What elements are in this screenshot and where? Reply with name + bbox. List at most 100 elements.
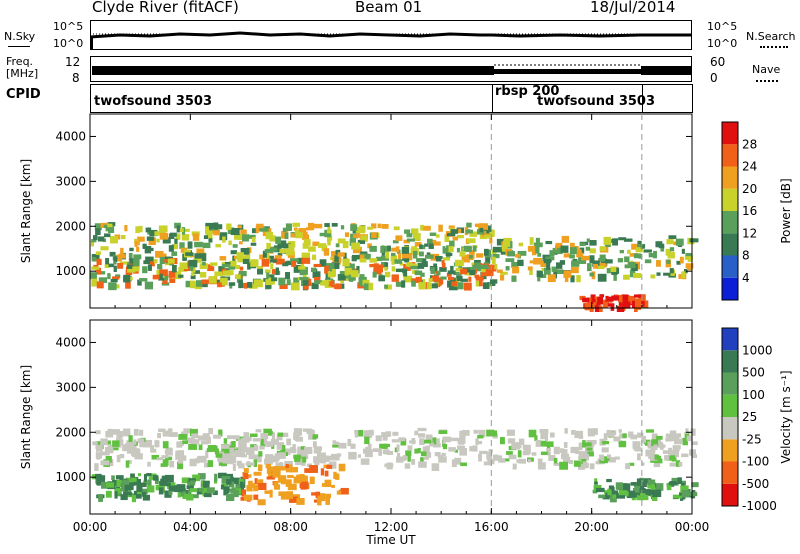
data-cell bbox=[195, 439, 200, 445]
data-cell bbox=[324, 265, 329, 274]
data-cell bbox=[463, 245, 472, 252]
data-cell bbox=[262, 250, 267, 258]
data-cell bbox=[215, 453, 223, 458]
data-cell bbox=[571, 429, 576, 435]
data-cell bbox=[128, 435, 133, 442]
data-cell bbox=[564, 428, 568, 434]
data-cell bbox=[107, 223, 113, 228]
data-cell bbox=[585, 246, 591, 251]
data-cell bbox=[631, 300, 635, 309]
data-cell bbox=[195, 458, 200, 464]
data-cell bbox=[337, 252, 345, 257]
nsky-strip bbox=[90, 20, 692, 50]
data-cell bbox=[133, 428, 139, 436]
data-cell bbox=[599, 306, 603, 312]
data-cell bbox=[312, 434, 319, 439]
data-cell bbox=[257, 482, 267, 491]
data-cell bbox=[363, 283, 369, 291]
data-cell bbox=[637, 240, 642, 244]
data-cell bbox=[523, 446, 531, 455]
data-cell bbox=[105, 430, 114, 438]
data-cell bbox=[647, 479, 656, 486]
data-cell bbox=[201, 486, 210, 494]
data-cell bbox=[248, 454, 257, 460]
data-cell bbox=[678, 462, 683, 467]
freq-band-3 bbox=[494, 69, 641, 74]
data-cell bbox=[527, 266, 533, 271]
data-cell bbox=[441, 262, 446, 268]
data-cell bbox=[213, 229, 221, 236]
data-cell bbox=[461, 254, 470, 263]
data-cell bbox=[286, 279, 291, 286]
data-cell bbox=[403, 263, 411, 271]
data-cell bbox=[241, 489, 247, 497]
data-cell bbox=[391, 247, 398, 252]
data-cell bbox=[611, 271, 618, 275]
colorbar-swatch bbox=[722, 233, 738, 256]
data-cell bbox=[392, 431, 399, 436]
data-cell bbox=[126, 440, 130, 446]
data-cell bbox=[276, 434, 283, 441]
data-cell bbox=[174, 238, 178, 246]
data-cell bbox=[113, 265, 117, 272]
data-cell bbox=[384, 271, 391, 278]
data-cell bbox=[403, 239, 410, 244]
colorbar-tick-label: -100 bbox=[742, 455, 769, 469]
data-cell bbox=[107, 273, 111, 280]
data-cell bbox=[618, 440, 627, 448]
data-cell bbox=[680, 485, 689, 493]
data-cell bbox=[226, 493, 235, 502]
data-cell bbox=[430, 267, 435, 274]
data-cell bbox=[518, 458, 526, 464]
data-cell bbox=[220, 484, 225, 490]
data-cell bbox=[93, 235, 98, 241]
data-cell bbox=[208, 236, 213, 243]
data-cell bbox=[238, 280, 243, 289]
data-cell bbox=[240, 229, 247, 235]
data-cell bbox=[540, 434, 548, 440]
data-cell bbox=[331, 268, 336, 277]
data-cell bbox=[91, 238, 97, 243]
data-cell bbox=[275, 236, 281, 244]
data-cell bbox=[206, 264, 213, 268]
data-cell bbox=[599, 294, 605, 298]
data-cell bbox=[206, 230, 213, 239]
data-cell bbox=[577, 462, 586, 470]
data-cell bbox=[414, 241, 422, 247]
data-cell bbox=[431, 283, 438, 289]
data-cell bbox=[472, 245, 477, 252]
data-cell bbox=[189, 280, 196, 289]
data-cell bbox=[684, 432, 690, 440]
data-cell bbox=[598, 494, 606, 499]
data-cell bbox=[139, 278, 148, 282]
data-cell bbox=[428, 278, 433, 283]
data-cell bbox=[123, 274, 131, 283]
data-cell bbox=[442, 257, 450, 261]
data-cell bbox=[635, 247, 643, 253]
data-cell bbox=[100, 246, 109, 251]
data-cell bbox=[274, 456, 280, 461]
colorbar-tick-label: -500 bbox=[742, 477, 769, 491]
data-cell bbox=[157, 433, 162, 439]
data-cell bbox=[473, 429, 479, 434]
data-cell bbox=[351, 270, 359, 278]
data-cell bbox=[324, 479, 332, 488]
data-cell bbox=[250, 242, 257, 246]
data-cell bbox=[264, 269, 271, 274]
data-cell bbox=[314, 276, 321, 282]
data-cell bbox=[559, 260, 566, 265]
data-cell bbox=[223, 438, 228, 444]
data-cell bbox=[199, 272, 207, 278]
data-cell bbox=[200, 440, 209, 445]
data-cell bbox=[669, 247, 675, 252]
data-cell bbox=[317, 498, 322, 506]
data-cell bbox=[681, 453, 689, 458]
data-cell bbox=[637, 432, 644, 438]
data-cell bbox=[630, 482, 637, 486]
data-cell bbox=[651, 433, 658, 441]
data-cell bbox=[190, 274, 196, 280]
data-cell bbox=[202, 433, 210, 440]
data-cell bbox=[319, 259, 327, 267]
data-cell bbox=[448, 282, 458, 291]
data-cell bbox=[119, 261, 128, 265]
